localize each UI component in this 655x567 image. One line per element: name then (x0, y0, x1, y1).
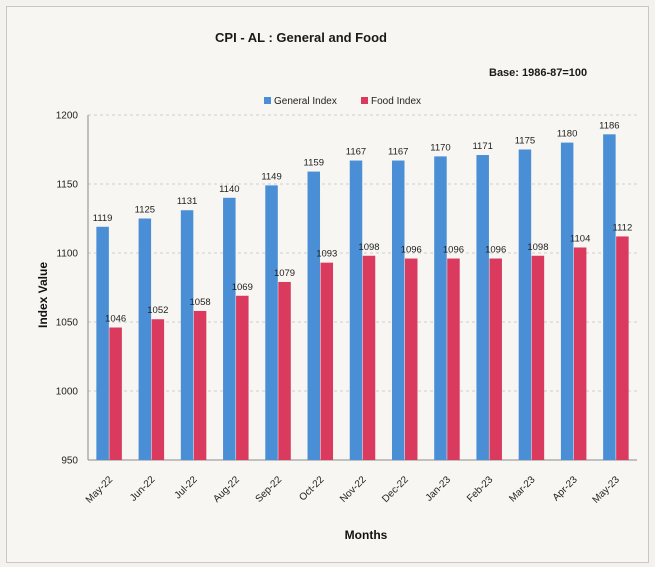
general-index-data-label: 1140 (219, 184, 239, 195)
cpi-bar-chart: CPI - AL : General and Food Base: 1986-8… (36, 30, 637, 542)
x-tick-label: May-22 (84, 474, 116, 506)
x-tick-label: Mar-23 (507, 474, 537, 504)
y-axis-ticks: 950 1000 1050 1100 1150 1200 (56, 111, 79, 467)
x-tick-label: Apr-23 (551, 474, 580, 503)
x-tick-label: Nov-22 (338, 474, 369, 505)
general-index-bar (603, 134, 616, 460)
food-index-bar (278, 281, 291, 460)
general-index-bar (96, 226, 109, 460)
food-index-data-label: 1069 (232, 282, 253, 293)
food-index-data-label: 1098 (358, 242, 379, 253)
food-index-data-label: 1096 (443, 245, 464, 256)
chart-frame: CPI - AL : General and Food Base: 1986-8… (6, 6, 649, 563)
food-index-bar (616, 236, 629, 460)
bars (96, 134, 629, 461)
general-index-data-label: 1186 (599, 120, 619, 131)
food-index-bar (362, 255, 376, 460)
general-index-data-label: 1131 (177, 196, 197, 207)
y-tick-label: 1100 (56, 249, 78, 260)
y-tick-label: 1150 (56, 180, 78, 191)
y-axis-title: Index Value (36, 262, 50, 328)
gridlines (87, 114, 637, 461)
food-index-data-label: 1098 (527, 242, 548, 253)
data-labels: 1119 1046 1125 1052 1131 1058 1140 1069 1149 1079… (93, 120, 633, 324)
x-tick-label: Dec-22 (380, 474, 411, 505)
x-tick-label: Jan-23 (424, 474, 454, 504)
y-tick-label: 1000 (56, 387, 79, 398)
food-index-bar (573, 247, 587, 460)
general-index-data-label: 1125 (135, 205, 155, 216)
chart-title: CPI - AL : General and Food (215, 30, 387, 45)
general-index-bar (180, 210, 194, 460)
general-index-bar (265, 185, 278, 460)
x-tick-label: Jun-22 (128, 474, 158, 504)
general-index-bar (476, 155, 489, 460)
food-index-bar (151, 319, 165, 460)
x-tick-label: Feb-23 (465, 474, 495, 504)
legend-label-general: General Index (274, 96, 337, 107)
legend: General Index Food Index (264, 96, 421, 107)
food-index-bar (531, 255, 545, 460)
food-index-bar (447, 258, 460, 460)
legend-swatch-general (264, 97, 271, 104)
y-tick-label: 1200 (56, 111, 79, 122)
food-index-bar (193, 310, 207, 460)
general-index-data-label: 1167 (346, 147, 366, 158)
general-index-bar (223, 197, 236, 461)
base-year-note: Base: 1986-87=100 (489, 67, 587, 79)
x-axis-ticks: May-22 Jun-22 Jul-22 Aug-22 Sep-22 Oct-22 Nov-… (84, 474, 622, 506)
food-index-data-label: 1079 (274, 268, 295, 279)
food-index-bar (489, 258, 502, 460)
general-index-bar (307, 171, 321, 460)
general-index-data-label: 1180 (557, 129, 577, 140)
x-tick-label: Sep-22 (254, 474, 285, 505)
general-index-bar (349, 160, 363, 461)
general-index-bar (434, 156, 447, 460)
general-index-bar (138, 218, 152, 460)
food-index-data-label: 1104 (570, 233, 590, 244)
x-tick-label: Oct-22 (297, 474, 326, 503)
food-index-bar (404, 258, 418, 460)
general-index-data-label: 1175 (515, 136, 535, 147)
y-tick-label: 1050 (56, 318, 79, 329)
food-index-bar (109, 327, 122, 460)
y-tick-label: 950 (61, 456, 78, 467)
general-index-bar (391, 160, 405, 461)
x-tick-label: May-23 (591, 474, 623, 506)
food-index-bar (320, 262, 334, 460)
x-tick-label: Jul-22 (173, 474, 200, 501)
general-index-bar (518, 149, 532, 460)
food-index-bar (236, 295, 249, 460)
legend-swatch-food (361, 97, 368, 104)
general-index-data-label: 1119 (93, 213, 113, 224)
food-index-data-label: 1096 (401, 245, 422, 256)
food-index-data-label: 1112 (613, 222, 633, 233)
x-axis-title: Months (345, 528, 388, 542)
general-index-data-label: 1167 (388, 147, 408, 158)
food-index-data-label: 1096 (485, 245, 506, 256)
legend-label-food: Food Index (371, 96, 421, 107)
x-tick-label: Aug-22 (211, 474, 242, 505)
food-index-data-label: 1052 (147, 305, 168, 316)
general-index-data-label: 1170 (430, 142, 450, 153)
food-index-data-label: 1046 (105, 314, 126, 325)
general-index-data-label: 1159 (304, 158, 324, 169)
general-index-bar (560, 142, 574, 460)
general-index-data-label: 1149 (261, 171, 281, 182)
food-index-data-label: 1093 (316, 249, 337, 260)
general-index-data-label: 1171 (472, 141, 492, 152)
food-index-data-label: 1058 (190, 297, 211, 308)
